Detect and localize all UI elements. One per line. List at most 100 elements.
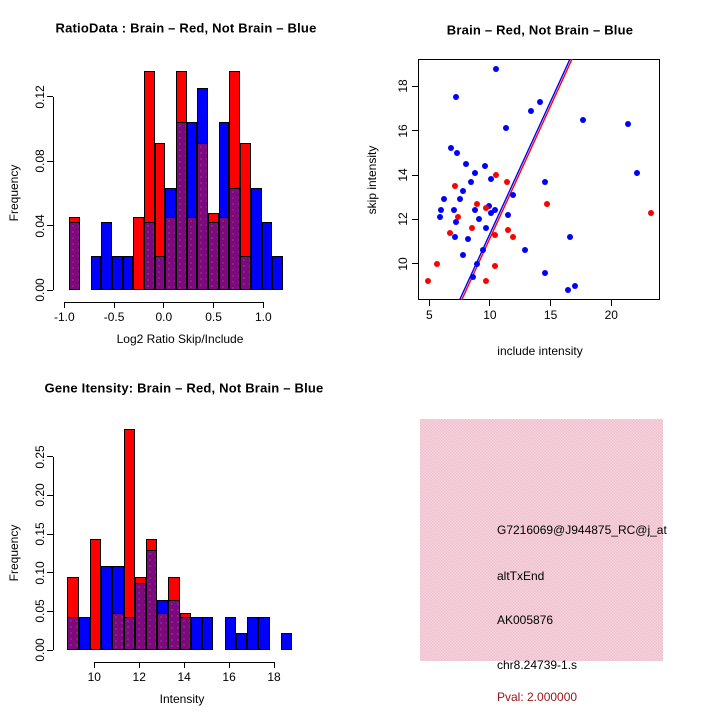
scatter-point-blue: [571, 282, 578, 289]
y-axis-tick-label: 0.05: [33, 599, 48, 624]
accession-text: AK005876: [497, 613, 554, 627]
scatter-point-blue: [451, 234, 458, 241]
hist-bar-blue: [101, 222, 112, 290]
y-axis-tick-label: 12: [396, 212, 411, 227]
scatter-x-axis-label: include intensity: [497, 344, 583, 358]
scatter-point-red: [483, 278, 490, 285]
x-axis-tick-label: -1.0: [53, 310, 75, 324]
scatter-point-blue: [536, 98, 543, 105]
scatter-point-blue: [625, 121, 632, 128]
y-axis-tick: [47, 456, 54, 458]
hist-bar-overlap: [240, 256, 251, 290]
hist-bar-blue: [250, 188, 262, 290]
x-axis-tick: [113, 302, 115, 308]
y-axis-tick: [47, 649, 54, 651]
hist-bar-overlap: [157, 612, 169, 650]
scatter-point-blue: [522, 247, 529, 254]
gene-info-box: G7216069@J944875_RC@j_at altTxEnd AK0058…: [420, 419, 667, 704]
scatter-point-red: [505, 227, 512, 234]
scatter-title: Brain – Red, Not Brain – Blue: [446, 22, 634, 38]
x-axis-tick: [262, 302, 264, 308]
x-axis-tick-label: 16: [222, 669, 236, 684]
scatter-point-red: [509, 234, 516, 241]
hist-bar-blue: [190, 616, 203, 650]
fit-line-red: [461, 59, 574, 300]
y-axis-tick: [47, 96, 54, 97]
fit-line-blue: [459, 59, 572, 300]
x-axis-tick: [163, 302, 165, 308]
y-axis-tick-label: 10: [396, 257, 411, 271]
y-axis-tick: [412, 218, 419, 220]
hist-bar-blue: [111, 256, 123, 290]
y-axis-tick: [412, 174, 419, 176]
scatter-point-blue: [564, 287, 571, 294]
scatter-point-blue: [467, 178, 474, 185]
y-axis-tick: [412, 85, 419, 87]
hist-bar-blue: [235, 632, 248, 650]
gene-y-axis-label: Frequency: [7, 524, 21, 582]
ratio-x-axis-label: Log2 Ratio Skip/Include: [116, 332, 244, 346]
y-axis-tick-label: 18: [396, 79, 411, 94]
panel-gene-intensity-histogram: Gene Itensity: Brain – Red, Not Brain – …: [0, 360, 360, 720]
y-axis-tick: [47, 494, 54, 496]
hist-bar-overlap: [143, 222, 155, 290]
y-axis-tick-label: 14: [396, 168, 411, 182]
scatter-point-blue: [491, 207, 498, 214]
scatter-point-blue: [454, 149, 461, 156]
panel-ratio-histogram: RatioData : Brain – Red, Not Brain – Blu…: [0, 0, 360, 360]
scatter-point-red: [483, 205, 490, 212]
scatter-point-red: [425, 278, 432, 285]
probe-id-text: G7216069@J944875_RC@j_at: [497, 523, 667, 537]
y-axis-tick: [47, 610, 54, 612]
x-axis-tick: [428, 300, 430, 306]
scatter-point-blue: [483, 225, 490, 232]
scatter-point-red: [451, 183, 458, 190]
y-axis-tick: [47, 533, 54, 535]
y-axis-tick-label: 0.12: [33, 84, 48, 109]
scatter-point-blue: [465, 236, 472, 243]
hist-bar-blue: [122, 256, 134, 290]
gene-histogram-title: Gene Itensity: Brain – Red, Not Brain – …: [44, 380, 324, 396]
scatter-point-blue: [450, 207, 457, 214]
scatter-point-blue: [580, 116, 587, 123]
x-axis-tick: [183, 661, 185, 668]
y-axis-tick-label: 0.15: [33, 522, 48, 546]
scatter-point-red: [491, 262, 498, 269]
scatter-point-blue: [460, 251, 467, 258]
x-axis-tick-label: -0.5: [103, 310, 125, 324]
scatter-point-blue: [473, 260, 480, 267]
x-axis-tick-label: 0.5: [205, 310, 222, 324]
scatter-point-blue: [456, 196, 463, 203]
scatter-point-blue: [505, 211, 512, 218]
scatter-point-blue: [448, 145, 455, 152]
x-axis-tick: [63, 302, 65, 308]
x-axis-tick-label: 14: [177, 669, 191, 684]
scatter-point-blue: [437, 214, 444, 221]
y-axis-tick-label: 0.04: [33, 213, 48, 238]
y-axis-tick: [47, 572, 54, 574]
scatter-point-blue: [472, 207, 479, 214]
y-axis-tick-label: 0.25: [33, 445, 48, 469]
scatter-point-red: [433, 260, 440, 267]
scatter-point-red: [473, 200, 480, 207]
splice-event-type-text: altTxEnd: [497, 569, 545, 583]
scatter-point-blue: [493, 65, 499, 72]
hist-bar-overlap: [218, 217, 230, 290]
scatter-point-red: [493, 172, 499, 179]
scatter-point-red: [491, 231, 498, 238]
scatter-point-blue: [488, 209, 495, 216]
scatter-point-blue: [440, 196, 447, 203]
hist-bar-red: [89, 539, 102, 650]
y-axis-tick: [47, 160, 54, 162]
x-axis-tick: [610, 300, 612, 306]
hist-bar-overlap: [176, 122, 187, 290]
regression-lines: [459, 59, 574, 300]
x-axis-tick-label: 18: [267, 669, 281, 684]
hist-bar-overlap: [208, 222, 219, 290]
x-axis-tick: [273, 661, 275, 668]
hist-bar-red: [133, 217, 144, 290]
x-axis-tick-label: 12: [132, 669, 146, 684]
gene-x-axis-label: Intensity: [159, 692, 205, 706]
scatter-point-red: [543, 200, 550, 207]
